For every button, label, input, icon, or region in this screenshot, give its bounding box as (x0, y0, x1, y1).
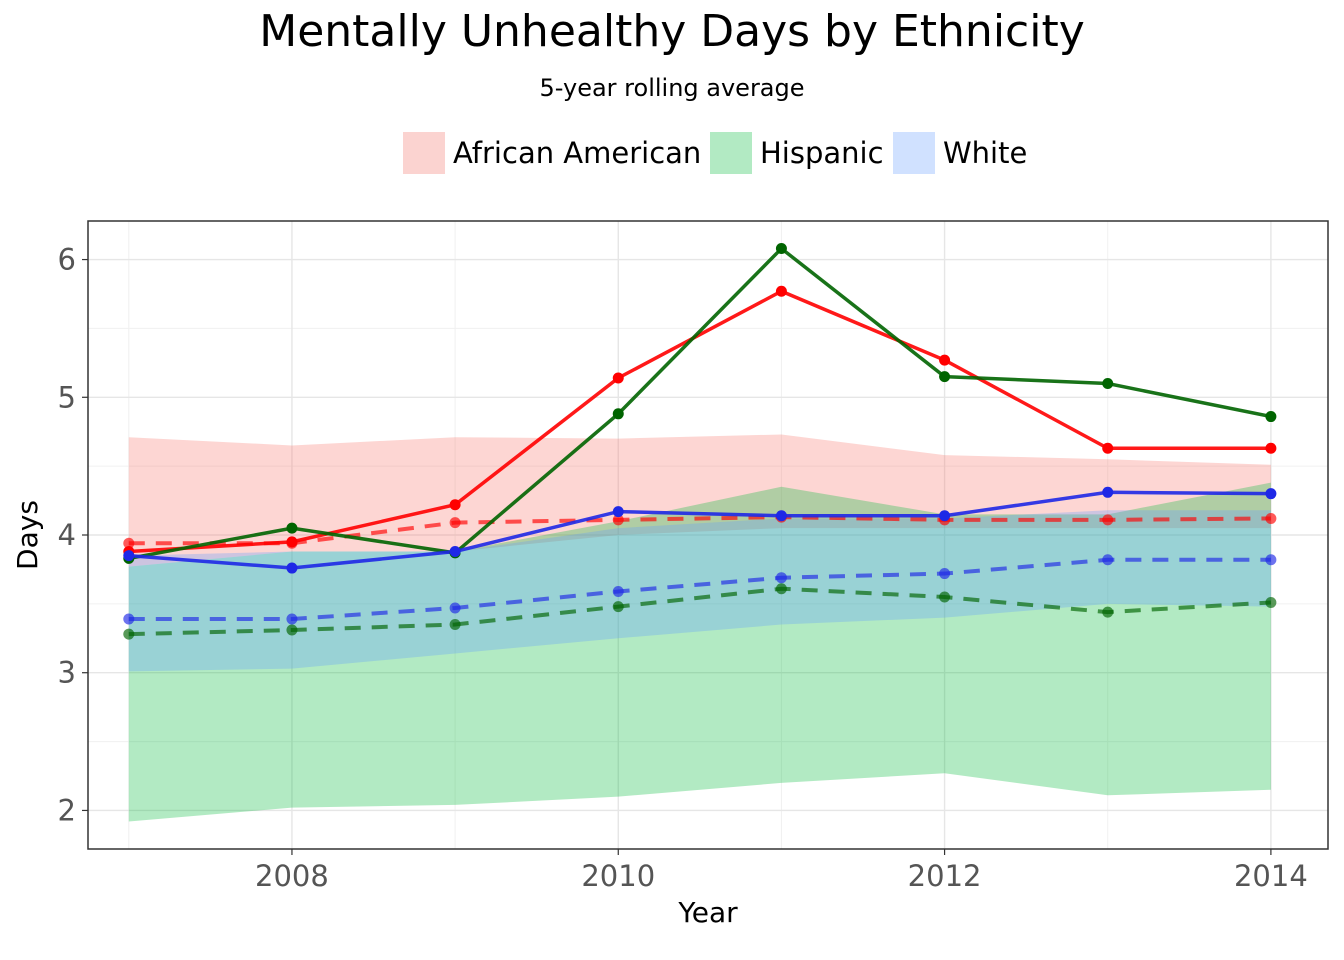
rolling-average-point-hispanic (449, 619, 461, 631)
rolling-average-point-african-american (1265, 512, 1277, 524)
rolling-average-point-hispanic (612, 601, 624, 613)
value-point-white (612, 506, 624, 518)
rolling-average-point-african-american (123, 537, 135, 549)
rolling-average-point-african-american (612, 514, 624, 526)
value-point-african-american (612, 372, 624, 384)
rolling-average-point-white (612, 585, 624, 597)
value-point-white (775, 510, 787, 522)
rolling-average-point-african-american (1102, 514, 1114, 526)
rolling-average-point-hispanic (1102, 606, 1114, 618)
rolling-average-lines (128, 515, 1272, 637)
value-point-hispanic (1102, 378, 1114, 390)
grid-major (88, 221, 1328, 849)
value-point-white (939, 510, 951, 522)
y-tick-label: 4 (58, 518, 76, 552)
value-point-white (449, 546, 461, 558)
rolling-average-point-hispanic (939, 591, 951, 603)
x-axis-title: Year (677, 896, 738, 929)
axis-tick-labels: 2008 2010 2012 2014 2 3 4 5 6 (58, 243, 1308, 893)
legend-label-hispanic: Hispanic (760, 136, 884, 170)
rolling-average-point-white (939, 568, 951, 580)
legend-item-hispanic: Hispanic (710, 131, 884, 175)
legend-swatch-white (893, 132, 935, 174)
rolling-average-point-white (123, 613, 135, 625)
value-line-white (128, 490, 1271, 570)
rolling-average-point-white (775, 572, 787, 584)
legend-swatch-hispanic (710, 132, 752, 174)
rolling-average-point-white (1265, 554, 1277, 566)
x-tick-label: 2010 (581, 859, 655, 893)
value-point-african-american (1102, 442, 1114, 454)
chart-subtitle: 5-year rolling average (539, 74, 805, 102)
legend: African American Hispanic White (0, 131, 1344, 175)
value-point-african-american (775, 285, 787, 297)
x-tick-label: 2008 (255, 859, 329, 893)
rolling-average-point-hispanic (1265, 596, 1277, 608)
value-point-hispanic (939, 371, 951, 383)
legend-swatch-african-american (403, 132, 445, 174)
value-point-african-american (939, 354, 951, 366)
y-tick-label: 6 (58, 243, 76, 277)
y-axis-title: Days (11, 500, 44, 570)
legend-item-white: White (893, 131, 1027, 175)
value-point-african-american (286, 536, 298, 548)
value-point-white (123, 550, 135, 562)
rolling-average-point-white (449, 602, 461, 614)
rolling-average-line-hispanic (128, 586, 1272, 637)
x-tick-label: 2014 (1234, 859, 1308, 893)
x-tick-label: 2012 (908, 859, 982, 893)
data-points (123, 243, 1277, 640)
rolling-average-point-white (1102, 554, 1114, 566)
value-point-white (286, 562, 298, 574)
band-hispanic (128, 482, 1271, 822)
value-lines (128, 246, 1272, 570)
rolling-average-point-hispanic (286, 624, 298, 636)
value-point-white (1102, 486, 1114, 498)
y-tick-label: 5 (58, 380, 76, 414)
value-line-hispanic (128, 246, 1272, 561)
rolling-average-point-white (286, 613, 298, 625)
rolling-average-point-hispanic (775, 583, 787, 595)
value-point-hispanic (612, 408, 624, 420)
axis-ticks (82, 258, 1272, 855)
legend-item-african-american: African American (403, 131, 701, 175)
value-point-hispanic (775, 243, 787, 255)
value-point-hispanic (1265, 411, 1277, 423)
value-point-hispanic (286, 522, 298, 534)
value-point-white (1265, 488, 1277, 500)
band-white (128, 510, 1271, 672)
y-tick-label: 2 (58, 793, 76, 827)
confidence-bands (128, 434, 1271, 822)
rolling-average-point-hispanic (123, 628, 135, 640)
value-point-african-american (449, 499, 461, 511)
legend-label-white: White (943, 136, 1028, 170)
value-line-african-american (128, 289, 1271, 554)
rolling-average-line-african-american (128, 515, 1271, 546)
legend-label-african-american: African American (453, 136, 702, 170)
value-point-african-american (1265, 442, 1277, 454)
band-african-american (128, 434, 1271, 567)
rolling-average-line-white (128, 557, 1271, 622)
chart-title: Mentally Unhealthy Days by Ethnicity (259, 6, 1085, 57)
y-tick-label: 3 (58, 656, 76, 690)
rolling-average-point-african-american (449, 517, 461, 529)
